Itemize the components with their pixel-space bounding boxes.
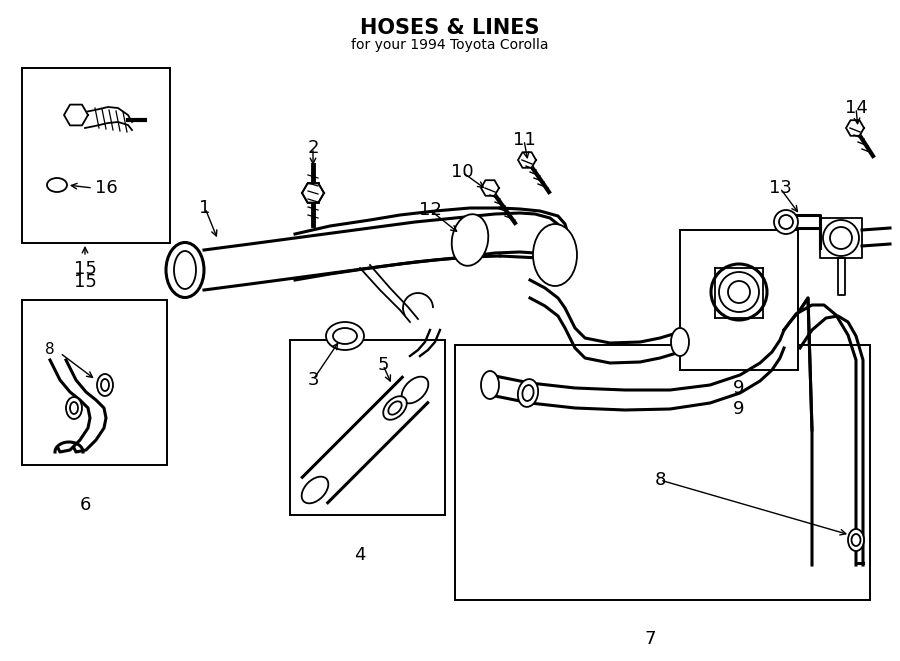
Ellipse shape [383,396,407,420]
Text: for your 1994 Toyota Corolla: for your 1994 Toyota Corolla [351,38,549,52]
Ellipse shape [97,374,113,396]
Circle shape [774,210,798,234]
Text: 6: 6 [79,496,91,514]
Text: 10: 10 [451,163,473,181]
Text: 4: 4 [355,546,365,564]
Text: 9: 9 [734,379,745,397]
Text: 15: 15 [74,260,96,278]
Text: 9: 9 [734,400,745,418]
Ellipse shape [166,243,204,297]
Text: 3: 3 [307,371,319,389]
Ellipse shape [848,529,864,551]
Text: 1: 1 [199,199,211,217]
Bar [680,230,798,370]
Text: 15: 15 [74,273,96,291]
Text: HOSES & LINES: HOSES & LINES [360,18,540,38]
Text: 5: 5 [377,356,389,374]
Circle shape [719,272,759,312]
Text: 13: 13 [769,179,791,197]
Polygon shape [64,104,88,126]
Ellipse shape [671,328,689,356]
Polygon shape [518,152,536,168]
Ellipse shape [851,534,860,546]
Ellipse shape [333,328,357,344]
Ellipse shape [401,377,428,403]
Text: 8: 8 [45,342,55,358]
Polygon shape [302,184,324,202]
Ellipse shape [174,251,196,289]
Text: 14: 14 [844,99,868,117]
Ellipse shape [47,178,67,192]
Polygon shape [481,180,499,196]
Circle shape [779,215,793,229]
Circle shape [830,227,852,249]
Ellipse shape [481,371,499,399]
Bar [22,300,167,465]
Ellipse shape [302,477,328,503]
Text: 16: 16 [95,179,118,197]
Bar [22,68,170,243]
Bar [290,340,445,515]
Text: 11: 11 [513,131,536,149]
Ellipse shape [326,322,364,350]
Ellipse shape [452,214,489,266]
Circle shape [728,281,750,303]
Ellipse shape [522,385,534,401]
Ellipse shape [70,402,78,414]
Ellipse shape [518,379,538,407]
Ellipse shape [101,379,109,391]
Ellipse shape [533,224,577,286]
Polygon shape [846,120,864,136]
Text: 8: 8 [654,471,666,489]
Text: 12: 12 [418,201,441,219]
Bar [455,345,870,600]
Text: 7: 7 [644,630,656,648]
Ellipse shape [388,401,401,414]
Circle shape [823,220,859,256]
Circle shape [711,264,767,320]
Ellipse shape [66,397,82,419]
Text: 2: 2 [307,139,319,157]
